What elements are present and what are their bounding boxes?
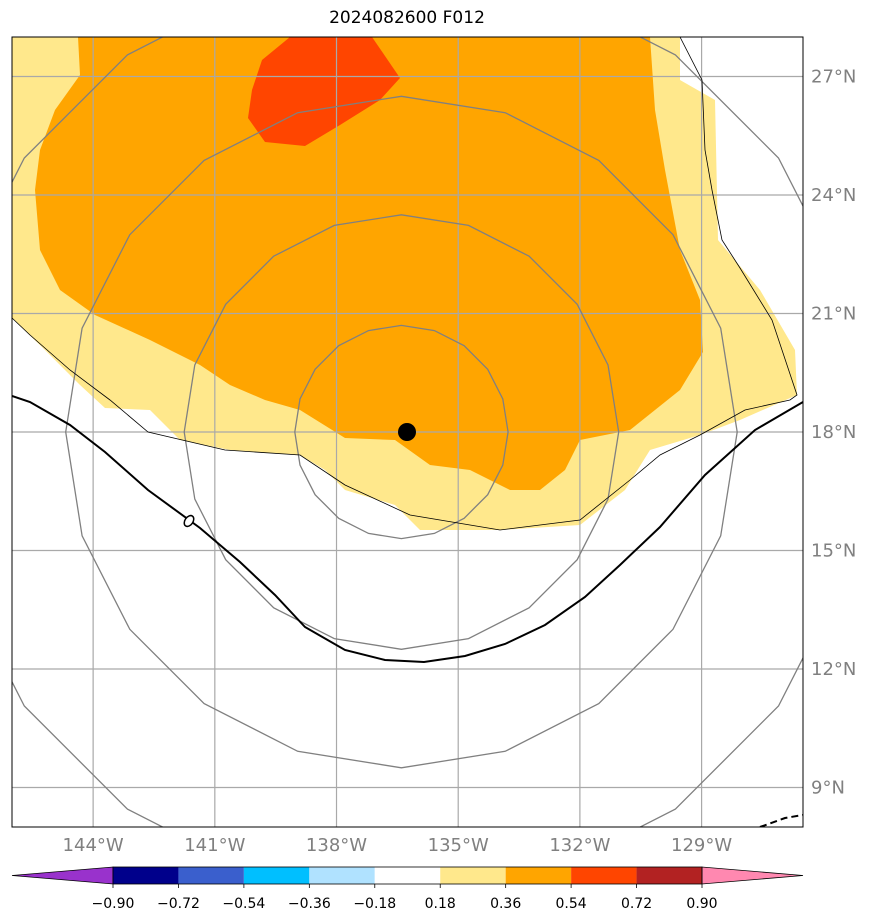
colorbar-segment bbox=[243, 867, 310, 884]
colorbar-frame bbox=[112, 866, 703, 885]
zero-contour-line bbox=[12, 395, 803, 664]
longitude-label: 135°W bbox=[428, 835, 489, 856]
colorbar-segment bbox=[113, 867, 179, 884]
range-ring bbox=[294, 324, 509, 540]
dashed-contour-line bbox=[759, 814, 803, 827]
latitude-label: 27°N bbox=[811, 67, 856, 88]
colorbar-tick-label: 0.72 bbox=[621, 896, 652, 912]
latitude-label: 12°N bbox=[811, 659, 856, 680]
latitude-labels: 9°N 12°N 15°N 18°N 21°N 24°N 27°N bbox=[811, 67, 856, 799]
map-frame bbox=[11, 36, 804, 828]
contour-label-zero bbox=[183, 514, 195, 528]
range-ring bbox=[65, 95, 738, 769]
latitude-label: 24°N bbox=[811, 185, 856, 206]
longitude-label: 129°W bbox=[671, 835, 732, 856]
colorbar-tick-label: 0.54 bbox=[556, 896, 587, 912]
longitude-labels: 144°W 141°W 138°W 135°W 132°W 129°W bbox=[63, 835, 733, 856]
latitude-label: 21°N bbox=[811, 304, 856, 325]
latitude-label: 9°N bbox=[811, 778, 845, 799]
longitude-label: 144°W bbox=[63, 835, 124, 856]
thin-contour-line bbox=[12, 37, 798, 531]
map-title: 2024082600 F012 bbox=[329, 8, 485, 28]
colorbar-segment bbox=[178, 867, 244, 884]
colorbar-extend-high bbox=[701, 866, 804, 885]
longitude-label: 132°W bbox=[549, 835, 610, 856]
map-area bbox=[12, 37, 803, 827]
range-ring bbox=[183, 214, 620, 650]
colorbar-tick-label: −0.18 bbox=[353, 896, 396, 912]
colorbar-tick-label: −0.90 bbox=[92, 896, 135, 912]
latitude-label: 15°N bbox=[811, 541, 856, 562]
colorbar-segment bbox=[571, 867, 637, 884]
range-rings bbox=[12, 37, 803, 827]
colorbar-segment bbox=[636, 867, 702, 884]
colorbar-tick-label: −0.72 bbox=[157, 896, 200, 912]
colorbar-tick-label: 0.18 bbox=[425, 896, 456, 912]
latitude-label: 18°N bbox=[811, 422, 856, 443]
storm-center-marker bbox=[398, 423, 416, 441]
colorbar-segment bbox=[505, 867, 572, 884]
colorbar-segment bbox=[374, 867, 441, 884]
longitude-label: 141°W bbox=[184, 835, 245, 856]
colorbar-tick-label: −0.36 bbox=[288, 896, 331, 912]
colorbar-tick-label: −0.54 bbox=[222, 896, 265, 912]
colorbar-tick-label: 0.36 bbox=[490, 896, 521, 912]
colorbar bbox=[11, 866, 804, 888]
colorbar-segment bbox=[309, 867, 375, 884]
colorbar-segment bbox=[440, 867, 506, 884]
colorbar-extend-low bbox=[11, 866, 114, 885]
longitude-label: 138°W bbox=[306, 835, 367, 856]
colorbar-tick-label: 0.90 bbox=[686, 896, 717, 912]
colorbar-tick-labels: −0.90 −0.72 −0.54 −0.36 −0.18 0.18 0.36 0.54 0.7… bbox=[92, 896, 718, 912]
shaded-region-orange bbox=[35, 37, 703, 490]
